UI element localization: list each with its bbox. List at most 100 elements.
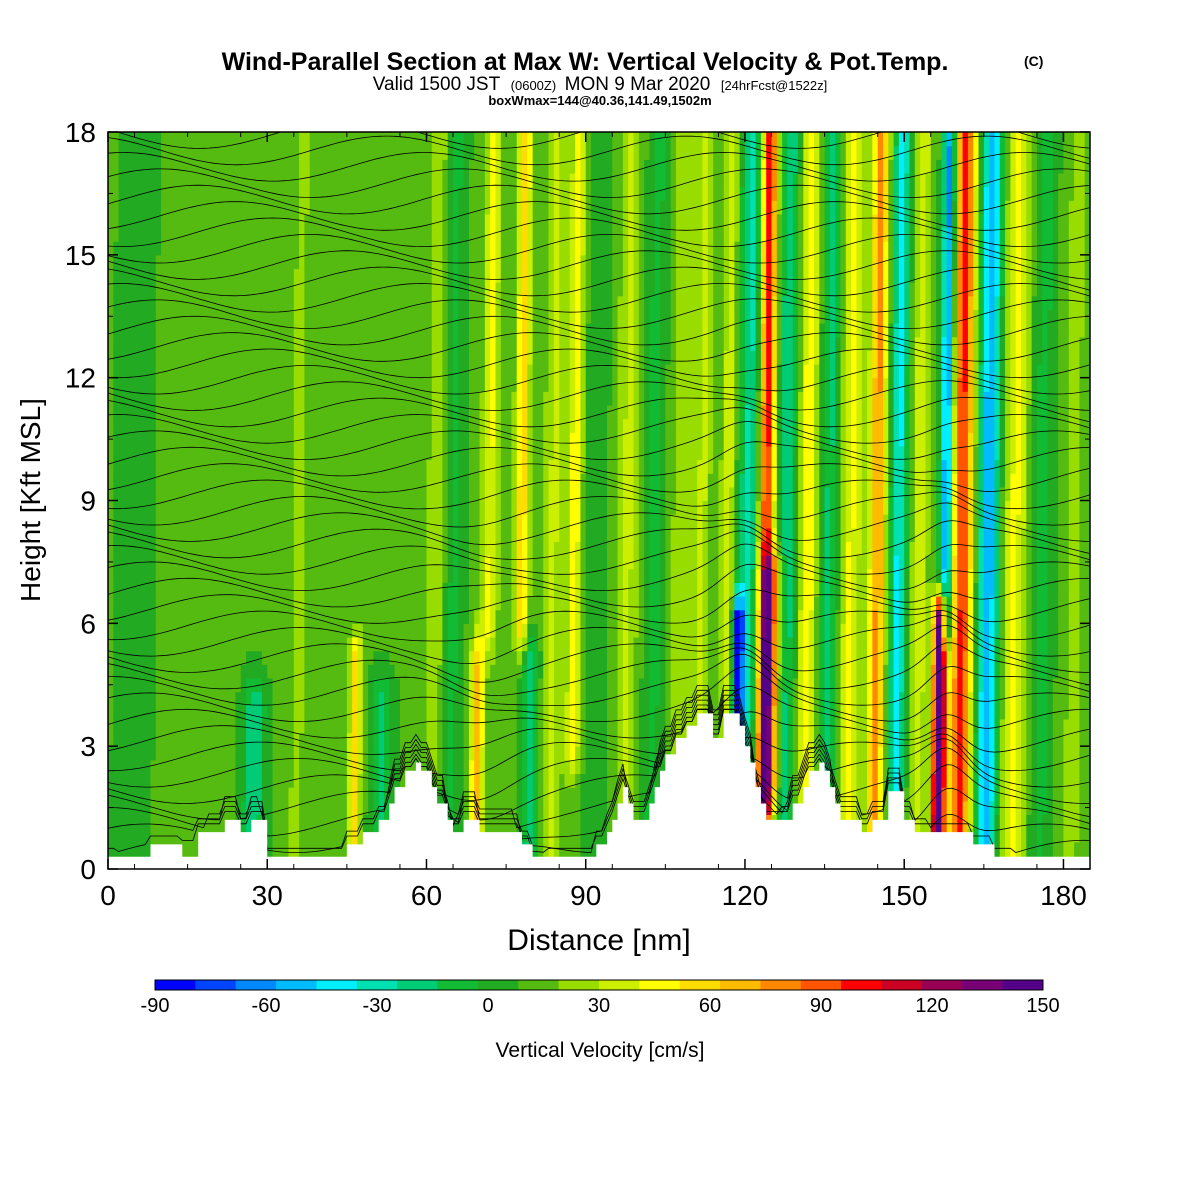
velocity-cell [522,677,528,693]
velocity-cell [415,336,422,351]
velocity-cell [384,527,390,543]
velocity-cell [564,459,571,474]
velocity-cell [384,336,390,351]
velocity-cell [166,677,173,693]
velocity-cell [235,759,242,775]
velocity-cell [500,486,507,502]
velocity-cell [580,418,587,433]
velocity-cell [548,254,555,270]
velocity-cell [208,172,215,188]
velocity-cell [405,172,412,188]
velocity-cell [421,186,428,201]
velocity-cell [304,705,311,720]
velocity-cell [150,623,157,638]
velocity-cell [410,459,417,474]
velocity-cell [315,323,321,338]
velocity-cell [203,254,210,270]
velocity-cell [378,418,385,433]
velocity-cell [442,418,449,433]
velocity-cell [394,132,401,147]
velocity-cell [511,746,518,761]
velocity-cell [532,514,539,529]
velocity-cell [341,582,348,597]
velocity-cell [134,677,141,693]
velocity-cell [527,473,534,488]
velocity-cell [405,541,412,556]
velocity-cell [559,596,566,611]
velocity-cell [166,800,173,816]
velocity-cell [527,309,534,324]
velocity-cell [230,309,236,324]
velocity-cell [564,746,571,761]
velocity-cell [357,132,364,147]
velocity-cell [389,241,396,256]
box-wmax-info: boxWmax=144@40.36,141.49,1502m [488,93,711,108]
velocity-cell [569,145,576,160]
velocity-cell [166,732,173,747]
velocity-cell [580,404,587,420]
velocity-cell [256,172,263,188]
velocity-cell [532,582,539,597]
velocity-cell [315,391,321,406]
velocity-cell [410,759,417,775]
velocity-cell [293,159,300,174]
velocity-cell [453,364,459,379]
velocity-cell [442,282,449,297]
velocity-cell [453,172,459,188]
velocity-cell [145,309,152,324]
velocity-cell [537,650,544,665]
velocity-cell [283,473,290,488]
velocity-cell [357,418,364,433]
velocity-cell [458,241,465,256]
velocity-cell [405,664,412,679]
velocity-cell [431,473,438,488]
velocity-cell [368,350,375,365]
velocity-cell [219,541,226,556]
velocity-cell [166,295,173,311]
velocity-cell [261,705,268,720]
velocity-cell [522,282,528,297]
velocity-cell [474,350,481,365]
velocity-cell [299,404,305,420]
velocity-cell [506,691,513,706]
velocity-cell [357,814,364,829]
velocity-cell [240,295,247,311]
velocity-cell [352,200,359,215]
velocity-cell [214,254,221,270]
velocity-cell [357,200,364,215]
velocity-cell [394,213,401,229]
velocity-cell [506,650,513,665]
velocity-cell [346,282,353,297]
velocity-cell [341,132,348,147]
velocity-cell [389,282,396,297]
velocity-cell [123,336,130,351]
velocity-cell [468,718,475,734]
velocity-cell [585,350,592,365]
velocity-cell [161,650,167,665]
velocity-cell [357,445,364,461]
velocity-cell [187,609,194,624]
velocity-cell [564,309,571,324]
velocity-cell [304,282,311,297]
velocity-cell [585,445,592,461]
velocity-cell [214,500,221,515]
velocity-cell [330,773,337,788]
velocity-cell [506,773,513,788]
velocity-cell [378,295,385,311]
velocity-cell [261,145,268,160]
velocity-cell [267,186,274,201]
velocity-cell [373,159,380,174]
velocity-cell [399,773,406,788]
velocity-cell [346,650,353,665]
velocity-cell [277,486,284,502]
velocity-cell [224,541,231,556]
velocity-cell [246,364,252,379]
velocity-cell [240,241,247,256]
velocity-cell [150,254,157,270]
velocity-cell [516,254,523,270]
velocity-cell [362,623,369,638]
velocity-cell [580,377,587,392]
velocity-cell [458,555,465,570]
velocity-cell [325,254,332,270]
velocity-cell [522,254,528,270]
